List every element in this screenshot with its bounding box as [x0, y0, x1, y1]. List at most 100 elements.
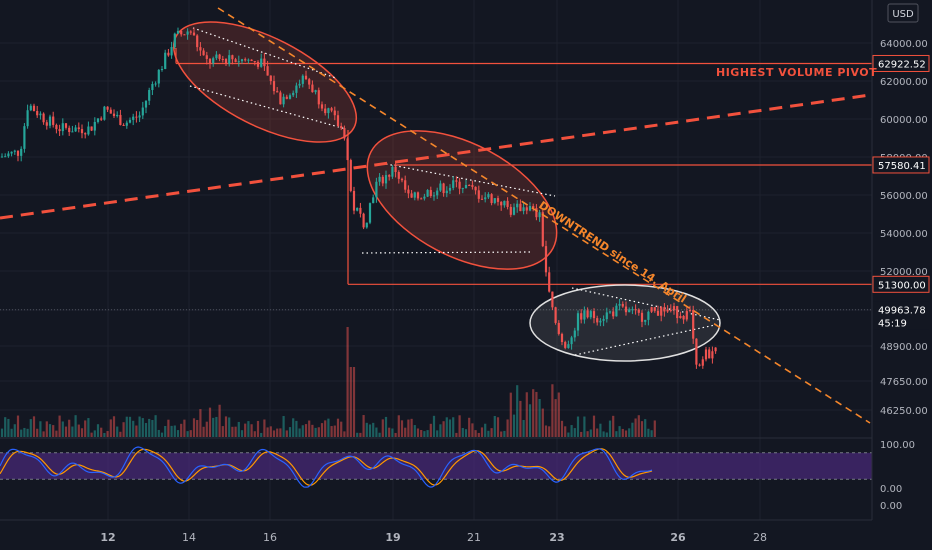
- volume-bar: [208, 407, 212, 437]
- volume-bar: [256, 420, 260, 437]
- volume-bar: [272, 430, 276, 437]
- volume-bar: [29, 419, 32, 437]
- candle-body: [141, 107, 144, 116]
- candle-body: [605, 312, 608, 320]
- candle-body: [615, 305, 618, 317]
- volume-bar: [378, 432, 381, 437]
- candle-body: [506, 200, 509, 207]
- candle-body: [234, 59, 237, 63]
- volume-bar: [455, 432, 458, 437]
- volume-bar: [202, 426, 205, 437]
- candle-body: [368, 203, 372, 223]
- candle-body: [666, 309, 669, 312]
- candle-body: [100, 118, 103, 120]
- volume-bar: [45, 421, 48, 437]
- volume-bar: [640, 421, 644, 437]
- volume-bar: [320, 423, 324, 437]
- current-price-box: [873, 301, 929, 330]
- volume-bar: [292, 418, 295, 437]
- volume-bar: [525, 392, 528, 437]
- volume-bar: [445, 417, 448, 437]
- candle-body: [215, 54, 218, 59]
- candle-body: [231, 55, 234, 60]
- candle-body: [448, 187, 452, 191]
- volume-bar: [77, 424, 80, 437]
- volume-bar: [125, 416, 128, 437]
- volume-bar: [391, 428, 394, 437]
- volume-bar: [10, 428, 13, 437]
- candle-body: [336, 115, 340, 127]
- channel-line: [192, 27, 337, 79]
- candle-body: [48, 116, 52, 126]
- volume-bar: [356, 432, 359, 437]
- volume-bar: [154, 415, 157, 437]
- volume-bar: [644, 419, 647, 437]
- candle-body: [570, 337, 573, 345]
- currency-badge[interactable]: [887, 3, 919, 23]
- stoch-band: [0, 452, 872, 480]
- volume-bar: [189, 430, 192, 437]
- candle-body: [560, 333, 564, 343]
- candle-body: [519, 203, 522, 212]
- candle-body: [410, 193, 413, 198]
- volume-bar: [477, 432, 480, 437]
- candle-body: [119, 114, 122, 125]
- volume-bar: [4, 417, 7, 437]
- candle-body: [701, 359, 704, 366]
- candle-body: [343, 128, 346, 139]
- volume-bar: [23, 427, 26, 437]
- candle-body: [388, 175, 391, 177]
- volume-bar: [218, 404, 221, 437]
- volume-bar: [215, 416, 218, 437]
- volume-bar: [637, 415, 640, 437]
- volume-bar: [90, 432, 93, 437]
- volume-bar: [244, 423, 247, 437]
- candle-body: [183, 34, 186, 36]
- volume-bar: [282, 416, 285, 437]
- candle-body: [189, 31, 192, 33]
- volume-bar: [426, 430, 429, 437]
- price-label-box: [872, 275, 930, 293]
- candle-body: [308, 79, 311, 85]
- candle-body: [116, 114, 119, 117]
- volume-bar: [343, 431, 346, 437]
- trend-lines: [0, 7, 871, 424]
- volume-bar: [480, 427, 484, 437]
- candle-body: [608, 311, 612, 313]
- candle-body: [509, 206, 512, 215]
- volume-bar: [452, 417, 455, 437]
- candle-body: [64, 123, 68, 128]
- volume-bar: [173, 425, 176, 437]
- volume-bar: [32, 416, 36, 437]
- candle-body: [90, 126, 93, 131]
- candle-body: [157, 69, 160, 84]
- candle-body: [208, 58, 212, 64]
- channel-line: [571, 287, 721, 321]
- candle-body: [314, 90, 317, 93]
- volume-bar: [519, 400, 522, 437]
- candle-body: [532, 206, 535, 209]
- candle-body: [138, 115, 141, 118]
- volume-bar: [263, 419, 266, 437]
- volume-bar: [132, 420, 135, 437]
- grid: [0, 0, 872, 520]
- candle-body: [528, 206, 532, 211]
- volume-bar: [285, 430, 288, 437]
- volume-bar: [650, 430, 653, 437]
- volume-bar: [199, 409, 202, 437]
- candle-body: [253, 61, 256, 63]
- volume-bar: [506, 419, 509, 437]
- candle-body: [176, 30, 180, 34]
- price-axis[interactable]: [872, 0, 932, 550]
- volume-bar: [567, 432, 570, 437]
- volume-bar: [250, 424, 253, 437]
- candle-body: [500, 201, 503, 206]
- candle-body: [484, 197, 487, 200]
- volume-bar: [205, 421, 208, 437]
- candle-body: [551, 291, 554, 308]
- volume-bar: [368, 424, 372, 437]
- volume-bar: [103, 432, 106, 437]
- candle-body: [695, 338, 698, 365]
- x-tick-label: 21: [467, 531, 481, 544]
